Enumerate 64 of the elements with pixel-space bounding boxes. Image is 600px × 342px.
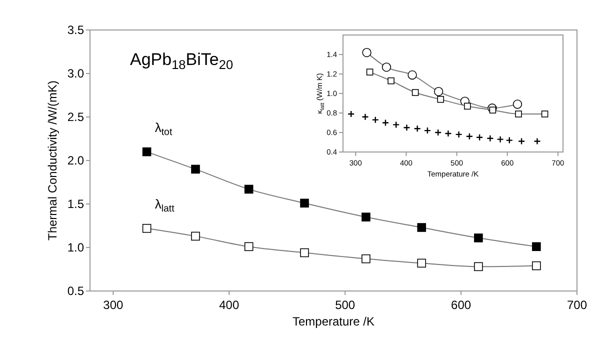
point [408,70,417,80]
x-tick-label: 400 [219,298,240,312]
y-tick-label: 1.5 [67,197,84,212]
annotation: AgPb$_{18}$BiTe$_{20}$ [130,50,234,72]
point [244,242,254,252]
point [534,138,541,145]
point [382,119,390,126]
series-label: λ$_{tot}$ [154,120,172,138]
point [486,134,494,142]
point [366,68,374,76]
y-tick-label: 2.0 [67,154,84,168]
point [512,100,522,109]
point [489,106,496,114]
point [362,113,369,120]
x-tick-label: 700 [566,298,588,312]
point [414,125,421,132]
point [476,134,484,141]
point [417,258,426,268]
point [532,242,541,252]
point [142,224,152,233]
point [362,254,370,264]
point [464,102,471,110]
point [474,262,483,272]
point [244,184,254,194]
y-tick-label: 1.0 [67,240,84,255]
point [434,128,442,136]
point [372,116,379,124]
point [392,121,400,128]
point [300,198,309,208]
point [506,136,513,144]
point [142,147,152,156]
point [444,130,452,138]
x-axis-title: Temperature /K [292,314,375,328]
point [518,138,526,145]
y-tick-label: 2.5 [67,110,84,124]
point [362,48,372,58]
point [434,86,444,96]
point [362,212,370,222]
point [474,234,483,242]
point [496,136,504,143]
point [515,110,522,118]
point [388,77,394,84]
point [382,62,392,72]
point [437,96,444,103]
point [191,164,200,174]
point [541,110,548,118]
point [532,261,541,270]
point [466,132,474,140]
point [191,232,200,241]
y-tick-label: 0.5 [67,284,84,298]
point [417,223,426,232]
x-tick-label: 300 [103,298,124,312]
y-tick-label: 3.0 [67,66,84,81]
x-tick-label: 600 [451,298,472,312]
point [403,124,410,132]
x-tick-label: 500 [335,298,356,312]
point [347,110,355,118]
series-label: λ$_{latt}$ [154,196,175,214]
y-axis-title: Thermal Conductivity /W/(mK) [45,80,60,241]
point [455,130,462,138]
point [412,89,419,96]
point [300,248,309,258]
point [424,126,432,134]
y-tick-label: 3.5 [67,23,84,38]
